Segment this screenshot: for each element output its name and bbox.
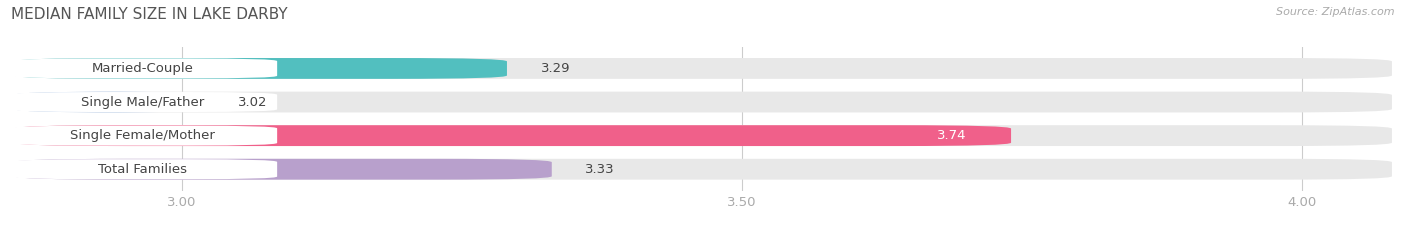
FancyBboxPatch shape	[8, 159, 277, 179]
FancyBboxPatch shape	[8, 126, 277, 146]
Text: Source: ZipAtlas.com: Source: ZipAtlas.com	[1277, 7, 1395, 17]
Text: 3.29: 3.29	[540, 62, 569, 75]
FancyBboxPatch shape	[14, 159, 551, 180]
Text: 3.74: 3.74	[936, 129, 966, 142]
Text: Total Families: Total Families	[98, 163, 187, 176]
Text: Single Female/Mother: Single Female/Mother	[70, 129, 215, 142]
FancyBboxPatch shape	[8, 58, 277, 79]
FancyBboxPatch shape	[14, 58, 508, 79]
Text: 3.02: 3.02	[238, 96, 267, 109]
FancyBboxPatch shape	[14, 58, 1392, 79]
FancyBboxPatch shape	[8, 92, 277, 112]
Text: 3.33: 3.33	[585, 163, 614, 176]
Text: Married-Couple: Married-Couple	[91, 62, 194, 75]
FancyBboxPatch shape	[14, 159, 1392, 180]
Text: Single Male/Father: Single Male/Father	[82, 96, 204, 109]
FancyBboxPatch shape	[14, 125, 1392, 146]
FancyBboxPatch shape	[14, 125, 1011, 146]
FancyBboxPatch shape	[14, 92, 204, 113]
Text: MEDIAN FAMILY SIZE IN LAKE DARBY: MEDIAN FAMILY SIZE IN LAKE DARBY	[11, 7, 288, 22]
FancyBboxPatch shape	[14, 92, 1392, 113]
